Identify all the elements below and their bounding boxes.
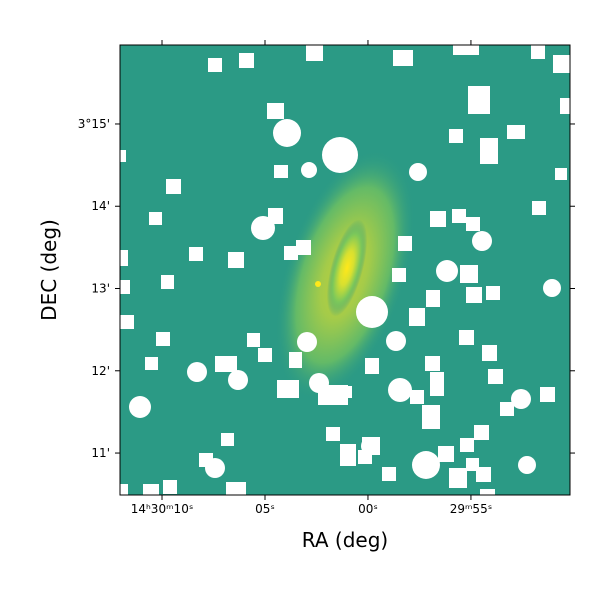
x-axis-label: RA (deg) (302, 528, 388, 552)
image (120, 45, 570, 495)
x-tick-label: 00ˢ (358, 502, 378, 516)
y-tick-label: 3°15' (78, 117, 110, 131)
x-tick-label: 14ʰ30ᵐ10ˢ (131, 502, 194, 516)
y-axis-label: DEC (deg) (37, 219, 61, 321)
x-tick-label: 29ᵐ55ˢ (450, 502, 493, 516)
y-tick-label: 11' (91, 446, 110, 460)
masks (120, 45, 570, 495)
x-tick-label: 05ˢ (255, 502, 275, 516)
y-tick-label: 12' (91, 364, 110, 378)
axes-frame (119, 44, 571, 496)
y-tick-label: 13' (91, 282, 110, 296)
y-tick-label: 14' (91, 199, 110, 213)
